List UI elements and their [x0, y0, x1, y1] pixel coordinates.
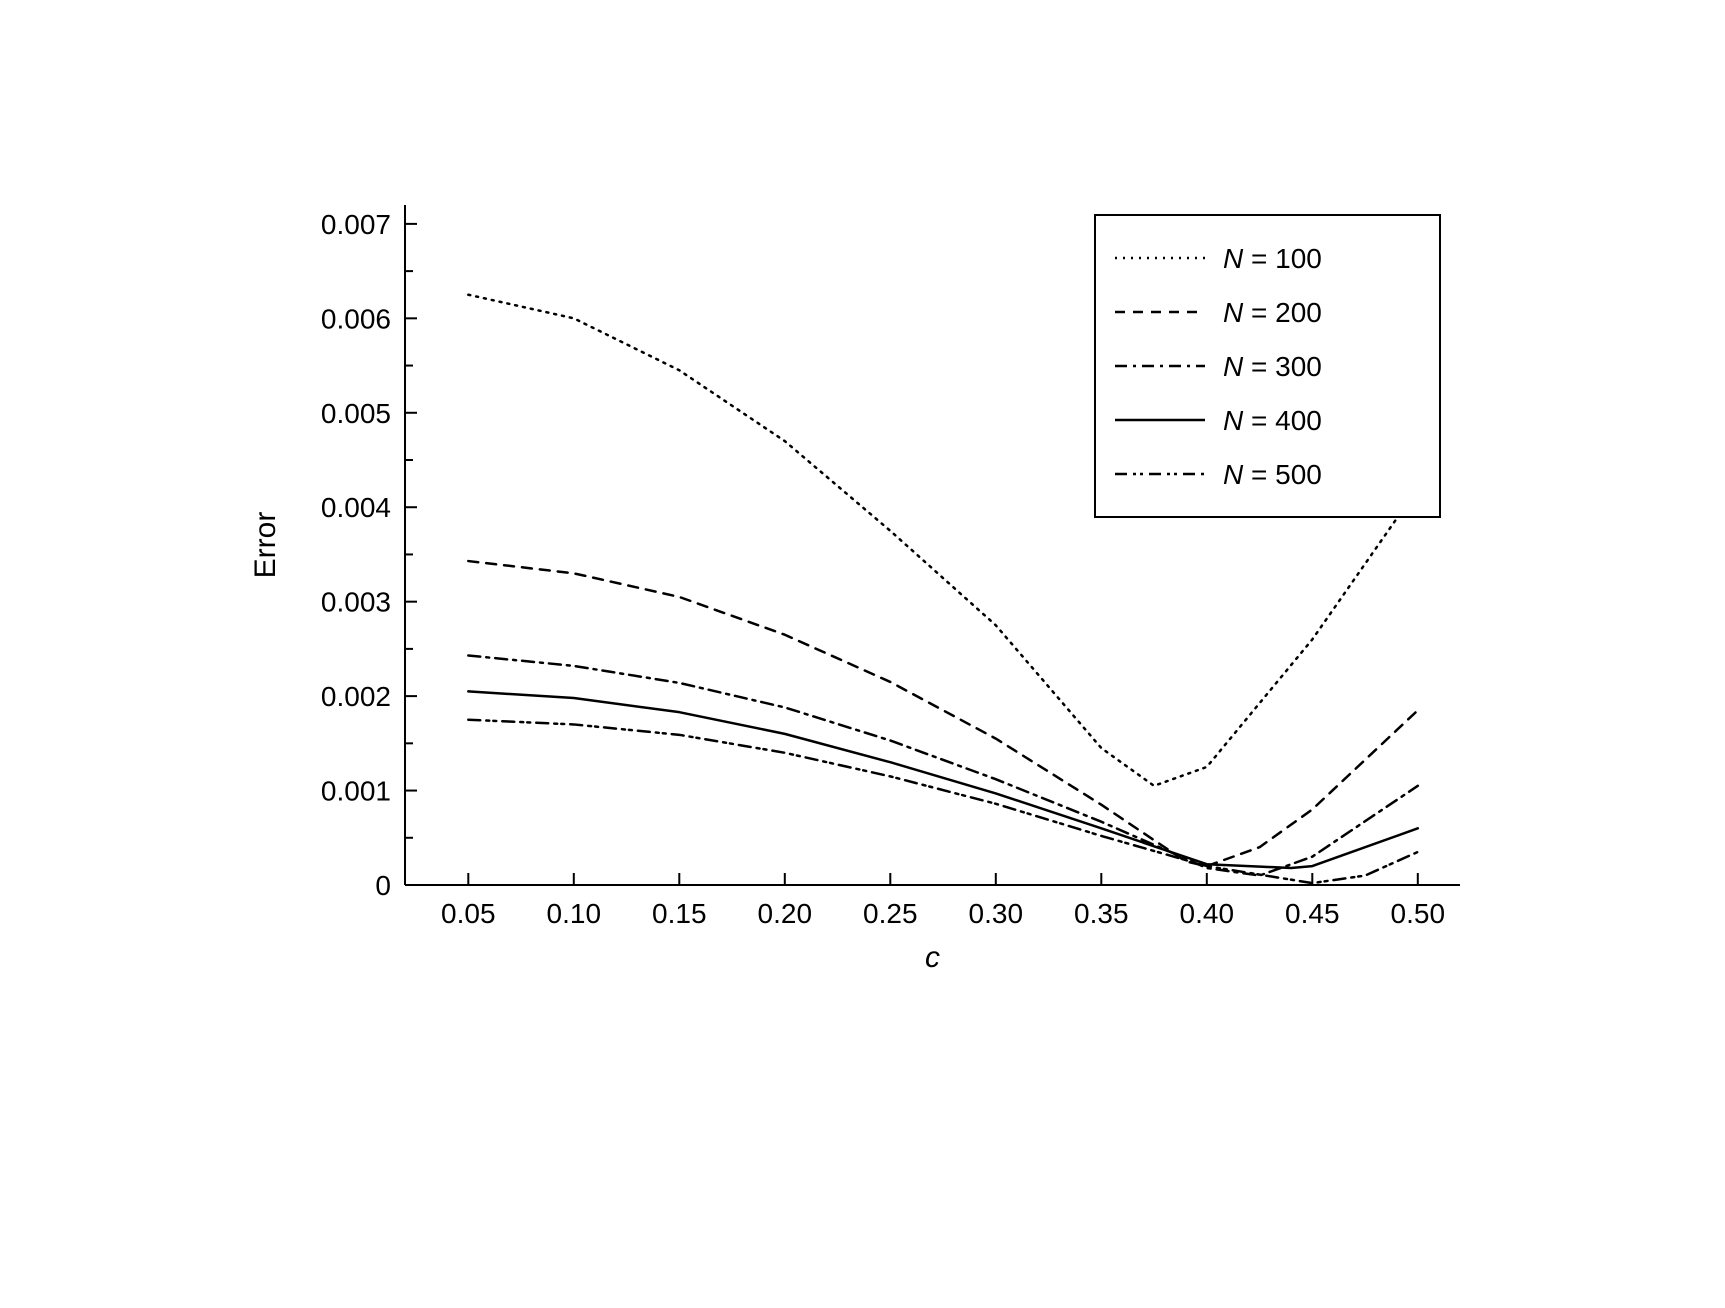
y-tick-label: 0	[375, 870, 391, 901]
chart-container: 0.05 0.10 0.15 0.20 0.25 0.30 0.35 0.40 0.45 0.50…	[0, 0, 1725, 1308]
x-tick-label: 0.25	[863, 898, 918, 929]
legend-label: N = 400	[1223, 405, 1322, 436]
y-tick-label: 0.007	[321, 209, 391, 240]
y-tick-label: 0.005	[321, 398, 391, 429]
x-tick-label: 0.35	[1074, 898, 1129, 929]
y-tick-label: 0.004	[321, 492, 391, 523]
y-axis-title: Error	[249, 512, 282, 579]
error-vs-c-line-chart: 0.05 0.10 0.15 0.20 0.25 0.30 0.35 0.40 0.45 0.50…	[0, 0, 1725, 1308]
x-tick-label: 0.05	[441, 898, 496, 929]
x-tick-label: 0.50	[1391, 898, 1446, 929]
chart-background	[0, 0, 1725, 1308]
y-tick-label: 0.003	[321, 587, 391, 618]
x-tick-label: 0.10	[547, 898, 602, 929]
legend-label: N = 300	[1223, 351, 1322, 382]
x-tick-label: 0.15	[652, 898, 707, 929]
x-tick-label: 0.20	[758, 898, 813, 929]
legend-label: N = 200	[1223, 297, 1322, 328]
y-tick-label: 0.001	[321, 776, 391, 807]
legend-label: N = 500	[1223, 459, 1322, 490]
legend: N = 100 N = 200 N = 300 N = 400 N = 500	[1095, 215, 1440, 517]
legend-label: N = 100	[1223, 243, 1322, 274]
x-tick-label: 0.40	[1180, 898, 1235, 929]
x-axis-title: c	[925, 941, 940, 974]
y-tick-label: 0.002	[321, 681, 391, 712]
y-tick-label: 0.006	[321, 303, 391, 334]
x-tick-label: 0.30	[969, 898, 1024, 929]
x-tick-label: 0.45	[1285, 898, 1340, 929]
